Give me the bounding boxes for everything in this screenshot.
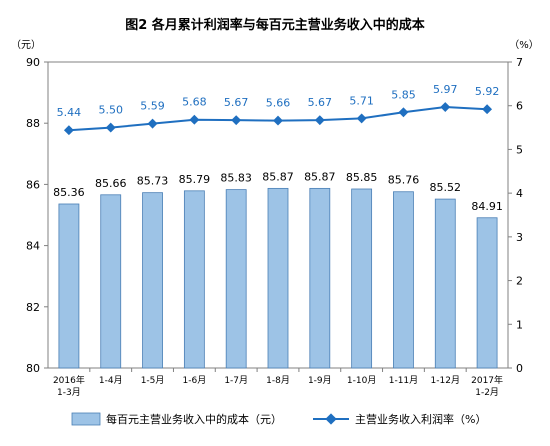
legend-bar-label: 每百元主营业务收入中的成本（元）: [106, 412, 282, 426]
bar: [434, 198, 456, 369]
line-point: [63, 125, 74, 136]
bar-value-label: 85.79: [179, 173, 211, 186]
bar-value-label: 85.36: [53, 186, 85, 199]
chart-title: 图2 各月累计利润率与每百元主营业务收入中的成本: [125, 17, 425, 33]
bar-value-label: 85.73: [137, 175, 169, 188]
line-point: [356, 113, 367, 124]
left-tick-label: 84: [26, 240, 40, 253]
line-value-label: 5.67: [308, 96, 333, 109]
bar-value-label: 85.66: [95, 177, 127, 190]
x-tick-label: 2017年: [471, 374, 503, 386]
right-axis: 0 1 2 3 4 5 6 7: [508, 56, 523, 375]
line-point: [105, 122, 116, 133]
line-point: [273, 115, 283, 126]
x-tick-label: 1-11月: [389, 375, 418, 386]
right-tick-label: 4: [516, 187, 523, 200]
legend-line-marker: [325, 413, 337, 425]
bar-value-label: 85.76: [388, 174, 420, 187]
bar: [183, 190, 205, 369]
bar-value-label: 85.87: [262, 170, 294, 183]
right-tick-label: 2: [516, 275, 523, 288]
line-value-label: 5.66: [266, 97, 291, 110]
x-tick-label: 1-5月: [141, 375, 165, 386]
line-point: [147, 118, 158, 129]
bar: [225, 189, 247, 369]
bar-value-label: 85.52: [430, 181, 462, 194]
left-axis-unit: （元）: [11, 39, 41, 51]
left-tick-label: 88: [26, 117, 40, 130]
left-tick-label: 90: [26, 56, 40, 69]
right-tick-label: 1: [516, 318, 523, 331]
bar: [476, 217, 498, 369]
line-point: [189, 114, 200, 125]
line-value-label: 5.50: [98, 104, 123, 117]
x-tick-label: 1-4月: [99, 375, 123, 386]
left-axis: 80 82 84 86 88 90: [26, 56, 48, 375]
left-tick-label: 86: [26, 178, 40, 191]
line-value-label: 5.97: [433, 83, 458, 96]
x-tick-label: 2016年: [53, 374, 85, 386]
line-point: [398, 107, 409, 118]
x-tick-label: 1-2月: [475, 387, 499, 398]
right-tick-label: 5: [516, 143, 523, 156]
line-point: [314, 115, 325, 126]
x-tick-label: 1-9月: [308, 375, 332, 386]
line-value-label: 5.44: [57, 106, 82, 119]
x-tick-label: 1-12月: [431, 375, 460, 386]
legend-line-label: 主营业务收入利润率（%）: [355, 412, 486, 426]
line-value-label: 5.71: [349, 94, 374, 107]
line-value-label: 5.68: [182, 96, 207, 109]
left-tick-label: 82: [26, 301, 40, 314]
line-value-label: 5.85: [391, 88, 416, 101]
right-tick-label: 3: [516, 231, 523, 244]
legend-bar-swatch: [71, 412, 101, 426]
bar: [351, 188, 373, 369]
bar-value-label: 85.85: [346, 171, 378, 184]
bar-value-label: 85.83: [220, 172, 252, 185]
bar: [58, 203, 80, 369]
bar: [100, 194, 122, 369]
right-tick-label: 6: [516, 100, 523, 113]
right-tick-label: 7: [516, 56, 523, 69]
left-tick-label: 80: [26, 362, 40, 375]
x-tick-label: 1-3月: [57, 387, 81, 398]
right-axis-unit: （%）: [509, 39, 539, 51]
right-tick-label: 0: [516, 362, 523, 375]
bar-series: 85.36 85.66 85.73 85.79 85.83 85.87 85.87 85.85…: [53, 170, 503, 369]
bar: [142, 192, 163, 369]
x-tick-label: 1-7月: [224, 375, 248, 386]
x-tick-label: 1-10月: [347, 375, 376, 386]
bar-value-label: 85.87: [304, 170, 336, 183]
bar: [267, 187, 289, 369]
line-point: [440, 102, 451, 112]
line-point: [231, 115, 242, 126]
line-value-label: 5.59: [140, 100, 165, 113]
bar: [393, 191, 414, 369]
line-series: 5.44 5.50 5.59 5.68 5.67 5.66 5.67 5.71 5.85 5.97…: [57, 83, 500, 136]
legend: 每百元主营业务收入中的成本（元） 主营业务收入利润率（%）: [71, 412, 486, 426]
x-tick-label: 1-8月: [266, 375, 290, 386]
bar: [309, 187, 331, 369]
line-value-label: 5.67: [224, 96, 249, 109]
x-tick-label: 1-6月: [183, 375, 207, 386]
line-point: [482, 104, 493, 115]
line-value-label: 5.92: [475, 85, 500, 98]
bar-value-label: 84.91: [471, 200, 503, 213]
